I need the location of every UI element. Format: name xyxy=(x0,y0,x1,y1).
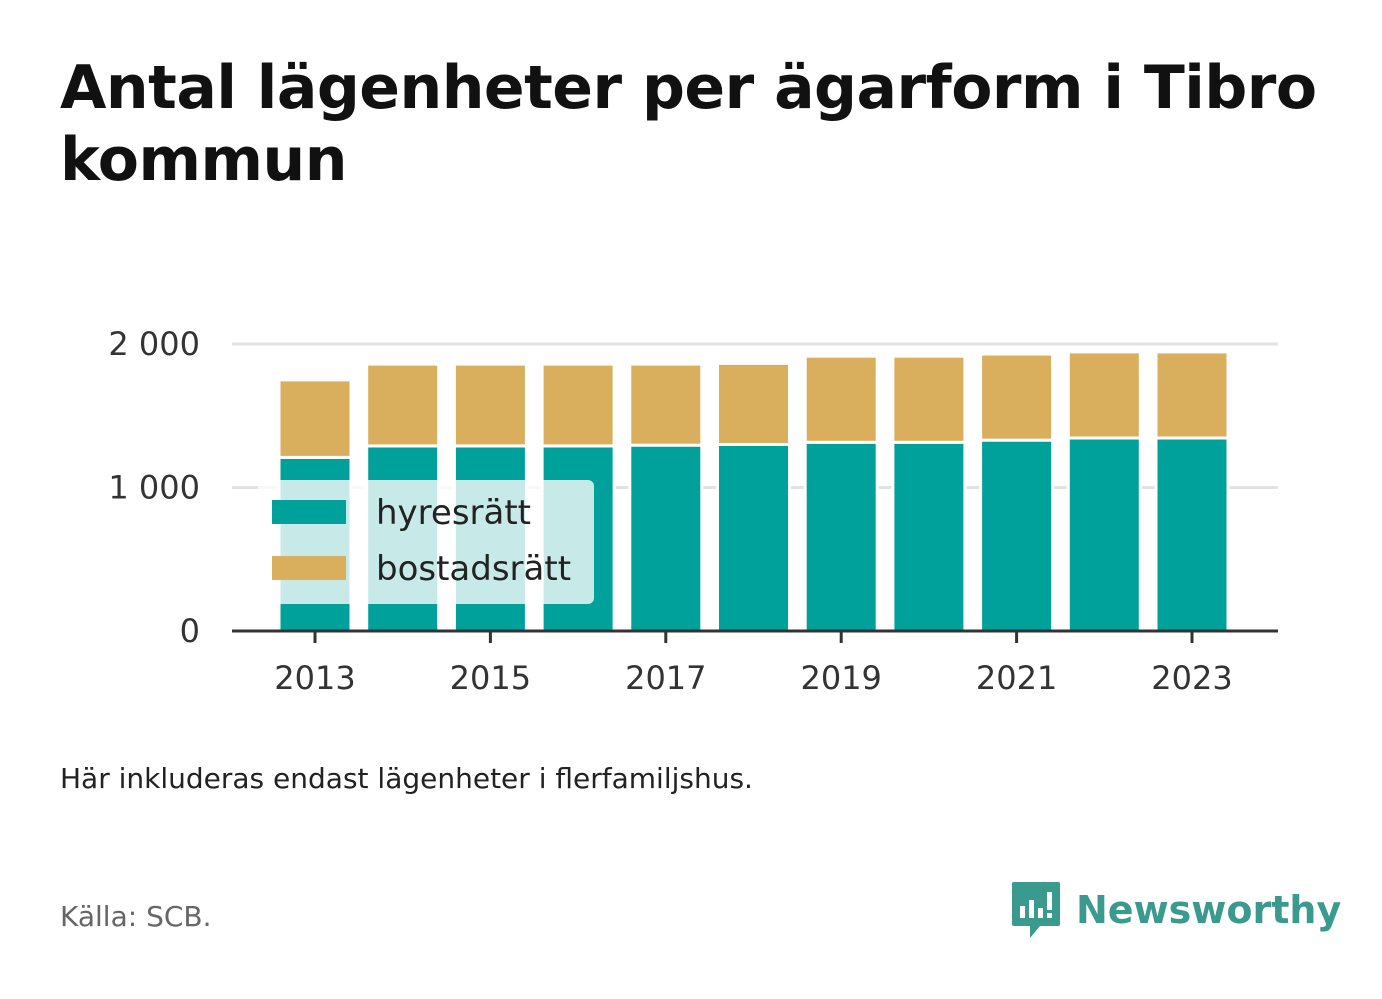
legend-swatch xyxy=(272,500,346,524)
newsworthy-icon xyxy=(1012,882,1060,938)
bar-bostadsratt xyxy=(1066,350,1142,440)
bar-hyresratt xyxy=(891,440,967,633)
x-tick-label: 2021 xyxy=(976,659,1057,697)
bar-bostadsratt xyxy=(803,354,879,444)
chart-note: Här inkluderas endast lägenheter i flerf… xyxy=(60,762,753,795)
legend: hyresrätt bostadsrätt xyxy=(258,480,594,604)
bar-hyresratt xyxy=(1066,436,1142,633)
brand-name: Newsworthy xyxy=(1076,888,1342,932)
y-tick-label: 1 000 xyxy=(108,469,200,507)
bar-bostadsratt xyxy=(716,361,791,446)
stacked-bar-chart: 0 1 000 2 000 2013 2015 2017 2019 2021 2023 hyre… xyxy=(108,325,1278,697)
bar-hyresratt xyxy=(979,438,1055,633)
axes: 0 1 000 2 000 2013 2015 2017 2019 2021 2023 xyxy=(108,325,1278,697)
y-tick-label: 0 xyxy=(180,612,200,650)
bar-bostadsratt xyxy=(891,354,967,444)
bars xyxy=(277,350,1230,633)
bar-bostadsratt xyxy=(979,352,1055,442)
bar-bostadsratt xyxy=(628,362,704,447)
bar-bostadsratt xyxy=(277,378,353,459)
bar-hyresratt xyxy=(716,442,791,633)
bar-hyresratt xyxy=(803,440,879,633)
x-tick-label: 2019 xyxy=(800,659,881,697)
bar-bostadsratt xyxy=(1154,350,1230,440)
bar-bostadsratt xyxy=(452,362,528,448)
x-tick-label: 2013 xyxy=(274,659,355,697)
bar-bostadsratt xyxy=(540,362,616,448)
chart-title: Antal lägenheter per ägarform i Tibro ko… xyxy=(60,53,1317,195)
x-tick-label: 2015 xyxy=(450,659,531,697)
bar-hyresratt xyxy=(628,443,704,633)
legend-label: bostadsrätt xyxy=(376,549,571,589)
legend-swatch xyxy=(272,556,346,580)
bar-bostadsratt xyxy=(365,362,441,448)
legend-label: hyresrätt xyxy=(376,493,531,533)
y-tick-label: 2 000 xyxy=(108,325,200,363)
brand-logo: Newsworthy xyxy=(1010,880,1341,940)
x-tick-label: 2023 xyxy=(1151,659,1232,697)
bar-hyresratt xyxy=(1154,436,1230,633)
x-tick-label: 2017 xyxy=(625,659,706,697)
source-text: Källa: SCB. xyxy=(60,900,212,933)
